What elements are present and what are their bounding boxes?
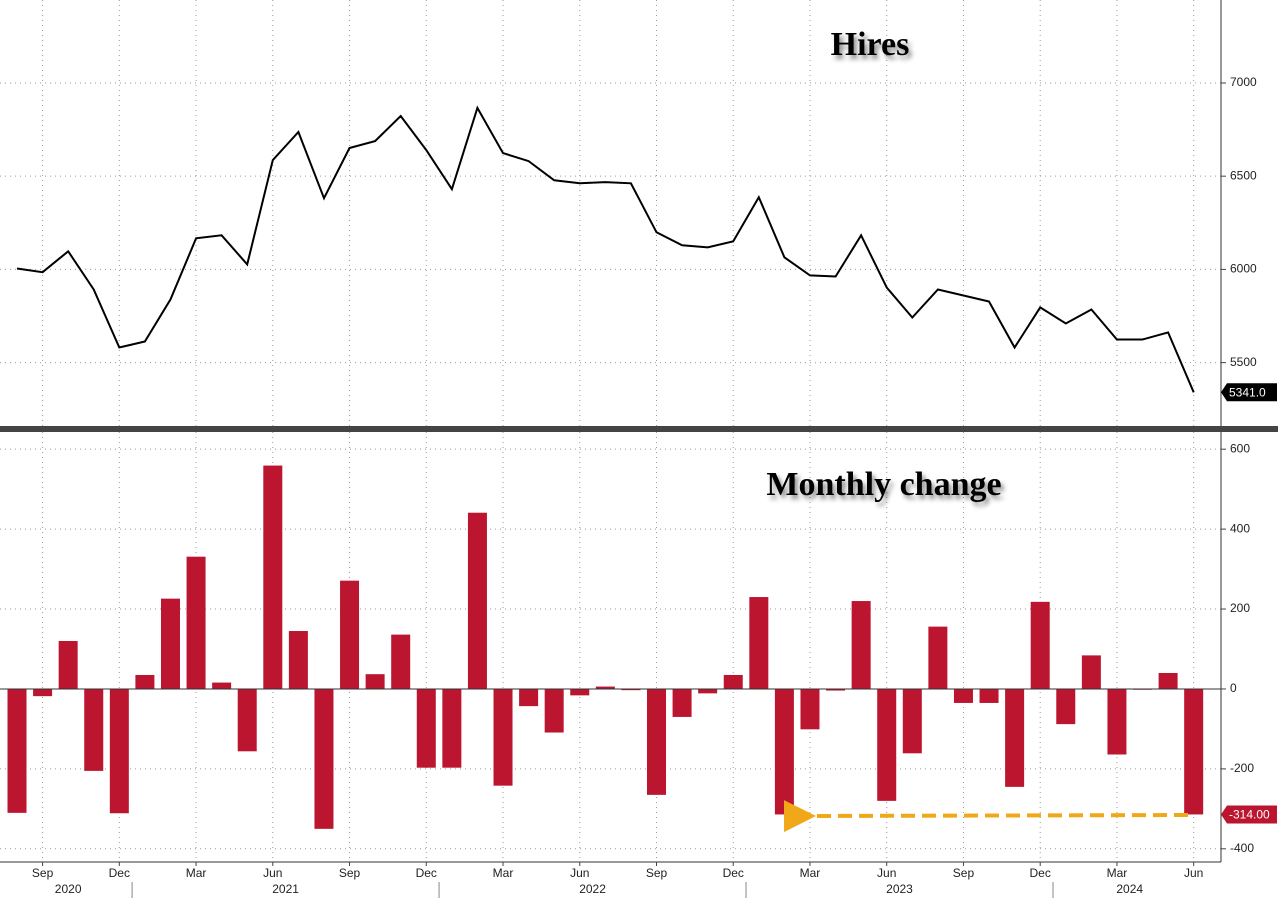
bar [774,688,794,815]
bar [698,688,718,694]
bar [902,688,922,754]
x-year-label: 2020 [55,882,82,896]
x-tick-label: Jun [877,866,896,880]
y-tick-label: 200 [1230,601,1250,615]
x-tick-label: Mar [186,866,207,880]
bar [519,688,539,707]
y-tick-label: 6000 [1230,262,1257,276]
bar [544,688,564,733]
bar [160,598,180,689]
bar [416,688,436,768]
bar [84,688,104,771]
line [16,105,1195,393]
bar [263,465,283,689]
x-tick-label: Sep [953,866,975,880]
bar [851,601,871,689]
y-tick-label: 5500 [1230,355,1257,369]
bar [135,674,155,689]
bar [979,688,999,703]
bar [467,512,487,689]
bar [953,688,973,703]
value-label-box [1221,383,1277,402]
bar [826,688,846,691]
bar [186,556,206,689]
bar [58,641,78,689]
bar [647,688,666,795]
y-tick-label: -200 [1230,761,1254,775]
value-label-box [1221,805,1277,824]
y-tick-label: 400 [1230,521,1250,535]
bar [33,688,53,697]
x-year-label: 2024 [1116,882,1143,896]
x-year-label: 2021 [272,882,299,896]
bar [391,634,411,689]
bar [109,688,129,814]
y-tick-label: 7000 [1230,75,1257,89]
value-label: 5341.0 [1229,385,1266,399]
bar [442,688,462,768]
bar [621,688,641,691]
y-tick-label: -400 [1230,841,1254,855]
bar [1107,688,1127,755]
bar [570,688,590,696]
chart-title: Monthly change [766,466,1001,503]
x-tick-label: Sep [339,866,361,880]
x-tick-label: Jun [570,866,589,880]
y-tick-label: 6500 [1230,168,1257,182]
bar [749,597,769,689]
x-tick-label: Dec [109,866,130,880]
bar [1184,688,1204,815]
bar [7,688,27,813]
bar [288,631,308,689]
x-tick-label: Sep [646,866,668,880]
bar [340,580,360,689]
bar [1081,655,1101,689]
x-tick-label: Jun [1184,866,1203,880]
x-tick-label: Dec [416,866,437,880]
panel-divider [0,426,1278,432]
x-year-label: 2023 [886,882,913,896]
bar [1030,601,1050,689]
bar [800,688,820,730]
bar [928,626,948,689]
x-tick-label: Mar [493,866,514,880]
bar [672,688,692,717]
bar [493,688,513,786]
y-tick-label: 0 [1230,681,1237,695]
x-tick-label: Mar [1107,866,1128,880]
bar [877,688,897,801]
y-tick-label: 600 [1230,441,1250,455]
bar [1005,688,1025,787]
x-tick-label: Mar [800,866,821,880]
value-label: -314.00 [1229,808,1270,822]
bar [237,688,257,752]
x-tick-label: Sep [32,866,54,880]
x-year-label: 2022 [579,882,606,896]
bar [595,686,615,689]
x-tick-label: Jun [263,866,282,880]
x-tick-label: Dec [1030,866,1051,880]
bar [1158,672,1178,689]
bar [365,674,385,689]
x-tick-label: Dec [723,866,744,880]
bar [212,682,232,689]
annotation-arrow [783,800,1189,833]
marks-layer [0,105,1221,829]
bar [723,674,743,689]
chart-title: Hires [831,26,910,63]
bar [1056,688,1076,725]
bar [314,688,334,829]
